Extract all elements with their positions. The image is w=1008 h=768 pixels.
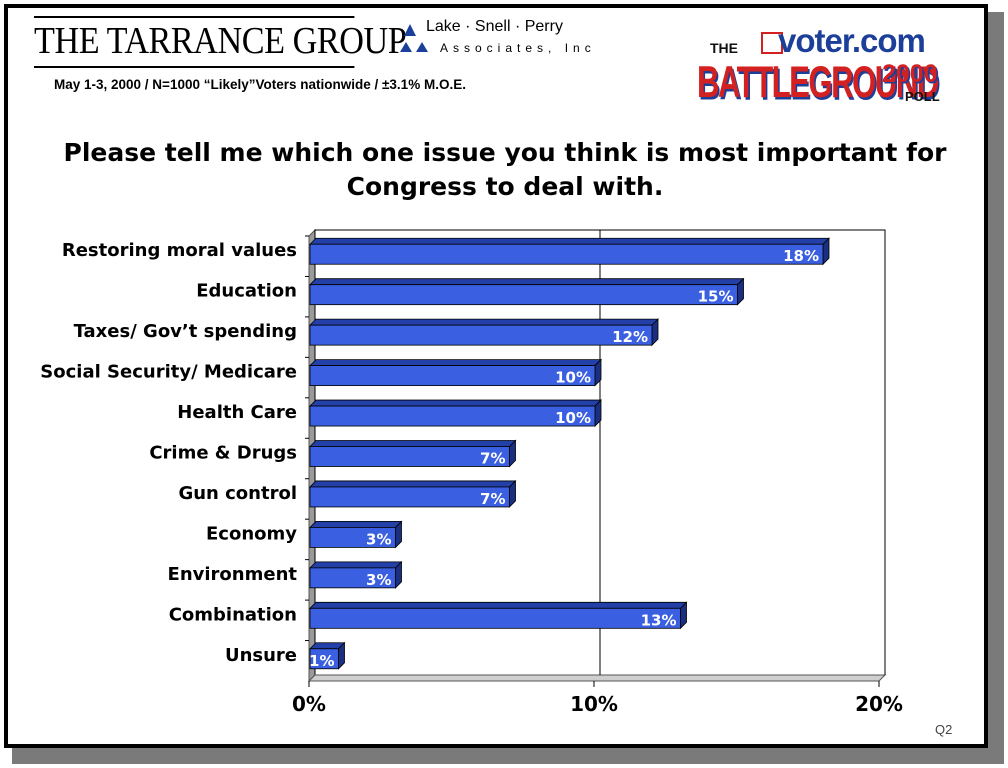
- bar-top: [309, 521, 403, 528]
- bar-top: [309, 480, 517, 488]
- bar-top: [309, 601, 688, 609]
- bar: [309, 486, 510, 508]
- lake-snell-perry-subtitle: Associates, Inc: [440, 41, 596, 55]
- bar: [309, 527, 396, 548]
- bar-value-label: 15%: [698, 288, 734, 306]
- bar-value-label: 7%: [480, 490, 505, 508]
- question-id: Q2: [935, 722, 953, 737]
- tarrance-group-logo: THE TARRANCE GROUP: [34, 16, 407, 68]
- bar-value-label: 12%: [612, 328, 648, 346]
- checkbox-icon: [761, 32, 783, 54]
- category-label: Unsure: [225, 645, 297, 666]
- bar-top: [309, 237, 830, 245]
- bar-top: [309, 561, 403, 569]
- category-label: Crime & Drugs: [149, 443, 297, 464]
- survey-meta: May 1-3, 2000 / N=1000 “Likely”Voters na…: [54, 77, 466, 92]
- x-tick-label: 10%: [570, 692, 618, 716]
- bar-value-label: 1%: [309, 652, 334, 670]
- brand-the: THE: [710, 40, 738, 56]
- bar: [309, 405, 596, 427]
- bar-top: [309, 440, 517, 447]
- bar-top: [309, 399, 602, 407]
- bar: [309, 324, 653, 346]
- plot-floor: [307, 674, 887, 682]
- bar-value-label: 18%: [783, 247, 819, 265]
- category-label: Taxes/ Gov’t spending: [74, 321, 297, 342]
- bar: [309, 365, 596, 386]
- category-label: Education: [196, 281, 297, 302]
- x-tick-label: 0%: [292, 692, 326, 716]
- bar-value-label: 10%: [555, 369, 591, 387]
- category-label: Environment: [168, 564, 298, 585]
- category-label: Health Care: [177, 402, 297, 423]
- bar: [309, 243, 824, 265]
- category-label: Restoring moral values: [62, 240, 297, 261]
- battleground-poll: POLL: [905, 89, 940, 104]
- bar-value-label: 3%: [366, 571, 391, 589]
- bar-value-label: 13%: [641, 611, 677, 629]
- category-label: Social Security/ Medicare: [40, 362, 297, 383]
- bar-value-label: 10%: [555, 409, 591, 427]
- bar-value-label: 7%: [480, 450, 505, 468]
- bar: [309, 446, 510, 467]
- battleground-logo: BATTLEGROUND: [697, 58, 939, 108]
- bar-value-label: 3%: [366, 530, 391, 548]
- bar: [309, 607, 681, 629]
- lake-snell-perry-name: Lake · Snell · Perry: [426, 18, 563, 35]
- category-label: Economy: [206, 523, 297, 544]
- bar-top: [309, 318, 659, 326]
- bar: [309, 648, 339, 670]
- voter-com-logo: voter.com: [778, 22, 926, 59]
- bar: [309, 284, 738, 306]
- chart-title: Please tell me which one issue you think…: [63, 138, 947, 201]
- lake-snell-perry-logo-icon: [400, 24, 428, 52]
- category-label: Combination: [169, 604, 297, 625]
- bar-top: [309, 278, 745, 286]
- category-label: Gun control: [178, 483, 297, 504]
- bar: [309, 567, 396, 589]
- bar-top: [309, 359, 602, 366]
- x-tick-label: 20%: [855, 692, 903, 716]
- battleground-year: 2000: [882, 60, 938, 88]
